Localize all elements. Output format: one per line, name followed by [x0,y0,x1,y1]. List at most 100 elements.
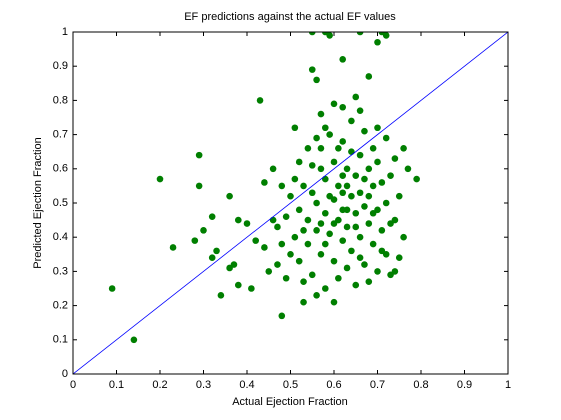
point [356,254,364,262]
plot-frame [72,31,509,375]
point [391,216,399,224]
point [374,268,381,275]
x-tick-label: 0 [70,379,76,391]
point [317,144,325,152]
point [330,298,338,306]
point [313,292,320,299]
point [322,175,329,183]
point [322,124,329,132]
point [339,189,347,197]
point [374,158,381,166]
point [343,223,351,231]
x-tick-label: 0.4 [239,379,254,391]
point [261,244,268,251]
y-tick-label: 0.1 [53,334,68,346]
point [269,165,277,173]
point [156,175,164,183]
point [169,244,177,251]
point [326,32,333,39]
point [352,223,360,231]
point [308,66,316,73]
point [226,192,233,200]
point [243,220,251,227]
point [369,240,377,248]
point [235,216,242,224]
point [339,237,347,244]
point [295,206,303,214]
x-tick-label: 0.1 [109,379,124,391]
point [322,285,329,292]
point [391,268,399,275]
point [274,261,281,268]
point [308,162,316,169]
point [369,182,377,190]
y-tick-label: 1 [62,26,68,38]
point [308,271,316,279]
point [300,182,307,190]
point [335,274,342,282]
point [356,107,364,114]
point [382,134,390,142]
point [282,274,290,282]
point [400,233,407,241]
point [352,281,360,289]
point [348,192,355,200]
point [365,165,373,173]
point [378,247,386,255]
point [387,172,394,179]
point [356,151,364,159]
point [369,209,377,217]
point [278,182,286,190]
x-tick-label: 0.2 [152,379,167,391]
point [339,138,347,145]
point [413,175,420,183]
point [365,220,373,227]
x-tick-label: 0.5 [283,379,298,391]
point [356,189,364,197]
point [365,278,373,285]
point [348,117,355,125]
point [365,192,373,200]
point [348,247,355,255]
point [317,251,325,258]
point [382,32,390,39]
point [400,144,407,152]
point [322,240,329,248]
point [313,134,320,142]
y-tick-label: 0.3 [53,265,68,277]
point [313,199,320,207]
point [365,73,373,80]
y-axis-label: Predicted Ejection Fraction [32,137,44,268]
point [326,192,333,200]
point [326,230,333,238]
point [317,110,325,118]
point [195,151,203,159]
point [352,209,360,217]
point [217,292,225,299]
point [130,336,138,344]
y-tick-label: 0.2 [53,300,68,312]
point [304,240,312,248]
point [261,179,268,186]
point [208,254,216,262]
point [369,144,377,152]
point [361,261,368,268]
y-tick-label: 0.4 [53,231,68,243]
y-tick-label: 0.9 [53,60,68,72]
point [295,158,303,166]
point [300,278,307,285]
point [278,312,286,320]
x-tick-label: 0.8 [413,379,428,391]
point [200,227,207,234]
point [348,148,355,155]
point [269,216,277,224]
point [308,189,316,197]
point [374,38,381,46]
point [308,32,316,36]
point [213,247,220,255]
x-tick-label: 0.3 [196,379,211,391]
x-axis-label: Actual Ejection Fraction [232,396,348,408]
point [317,220,325,227]
point [330,220,338,227]
